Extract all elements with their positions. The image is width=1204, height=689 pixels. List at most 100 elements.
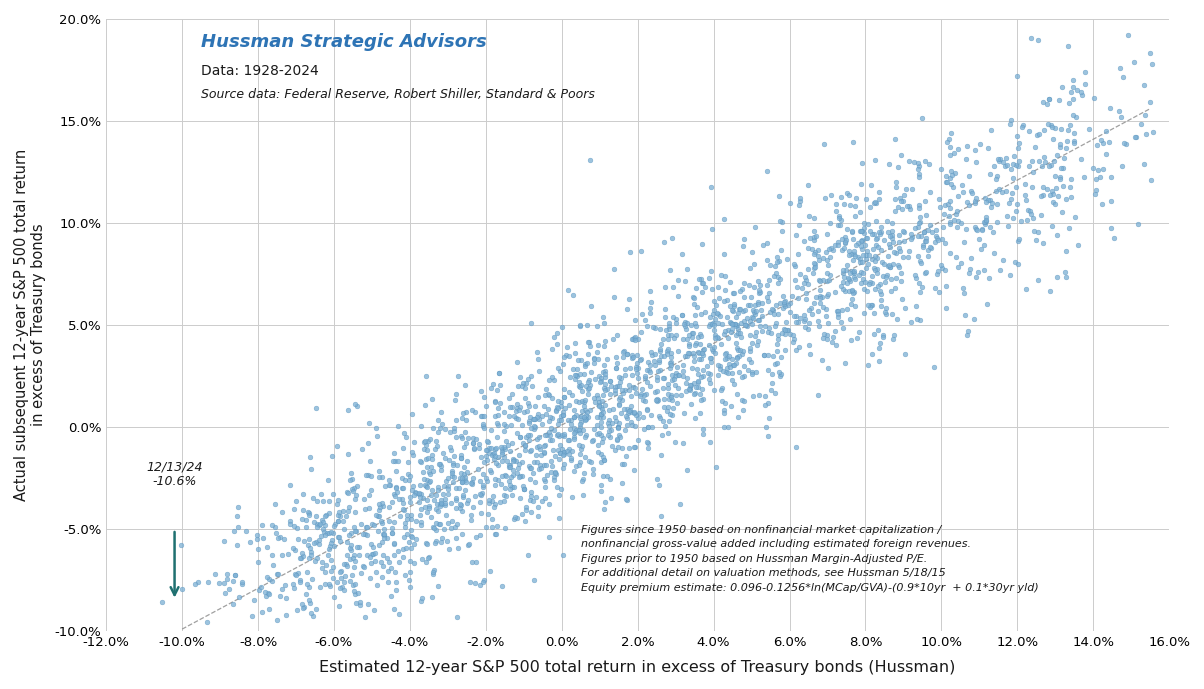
Point	[883, 232, 902, 243]
Point	[932, 260, 951, 271]
Point	[752, 239, 772, 250]
Point	[514, 483, 533, 494]
Point	[418, 435, 437, 446]
Point	[709, 333, 728, 344]
Point	[706, 313, 725, 325]
Point	[276, 593, 295, 604]
Point	[885, 133, 904, 144]
Point	[1096, 149, 1115, 160]
Point	[1060, 97, 1079, 108]
Point	[295, 535, 314, 546]
Point	[839, 246, 858, 257]
Point	[414, 436, 433, 447]
Point	[967, 156, 986, 167]
Point	[883, 309, 902, 320]
Point	[799, 211, 819, 222]
Point	[500, 460, 519, 471]
Point	[591, 402, 610, 413]
Point	[663, 281, 683, 292]
Point	[507, 455, 526, 466]
Point	[718, 295, 737, 306]
Point	[301, 607, 320, 618]
Point	[1019, 205, 1038, 216]
Point	[290, 553, 309, 564]
Point	[501, 445, 520, 456]
Point	[525, 413, 544, 424]
Point	[686, 412, 706, 423]
Point	[415, 480, 435, 491]
Point	[955, 288, 974, 299]
Point	[618, 420, 637, 431]
Point	[798, 278, 818, 289]
Point	[895, 189, 914, 200]
Point	[402, 531, 421, 542]
Point	[461, 477, 480, 489]
Point	[445, 493, 465, 504]
Point	[981, 202, 1001, 213]
Point	[867, 240, 886, 251]
Point	[462, 476, 482, 487]
Point	[411, 488, 430, 499]
Point	[337, 558, 356, 569]
Point	[850, 269, 869, 280]
Point	[607, 362, 626, 373]
Point	[889, 242, 908, 253]
Point	[436, 493, 455, 504]
Point	[337, 549, 356, 560]
Point	[661, 358, 680, 369]
Text: Data: 1928-2024: Data: 1928-2024	[201, 64, 319, 78]
Point	[361, 539, 380, 550]
Point	[740, 263, 760, 274]
Point	[614, 388, 633, 399]
Point	[852, 235, 872, 246]
Point	[578, 407, 597, 418]
Point	[551, 443, 571, 454]
Point	[312, 515, 331, 526]
Point	[594, 367, 613, 378]
Point	[576, 432, 595, 443]
Point	[986, 173, 1005, 184]
Point	[874, 329, 893, 340]
Point	[622, 369, 642, 380]
Point	[780, 197, 799, 208]
Point	[862, 278, 881, 289]
Point	[677, 324, 696, 335]
Point	[645, 348, 665, 359]
Point	[666, 436, 685, 447]
Point	[547, 429, 566, 440]
Point	[769, 366, 789, 377]
Point	[417, 371, 436, 382]
Point	[749, 315, 768, 326]
Point	[654, 333, 673, 344]
Point	[532, 419, 551, 430]
Point	[383, 527, 402, 538]
Point	[553, 549, 572, 560]
Point	[507, 427, 526, 438]
Point	[728, 328, 748, 339]
Point	[702, 343, 721, 354]
Point	[872, 289, 891, 300]
Point	[302, 573, 321, 584]
Point	[370, 471, 389, 482]
Point	[483, 450, 502, 461]
Point	[488, 431, 507, 442]
Point	[596, 400, 615, 411]
Point	[856, 233, 875, 244]
Point	[482, 513, 501, 524]
Point	[362, 548, 382, 559]
Point	[910, 277, 929, 288]
Point	[1072, 153, 1091, 164]
Point	[1028, 34, 1047, 45]
Point	[594, 340, 613, 351]
Point	[572, 411, 591, 422]
Point	[510, 402, 530, 413]
Point	[730, 367, 749, 378]
Point	[549, 513, 568, 524]
Point	[509, 471, 529, 482]
Point	[886, 272, 905, 283]
Point	[850, 207, 869, 218]
Point	[635, 423, 654, 434]
Point	[588, 411, 607, 422]
Point	[773, 216, 792, 227]
Point	[317, 559, 336, 570]
